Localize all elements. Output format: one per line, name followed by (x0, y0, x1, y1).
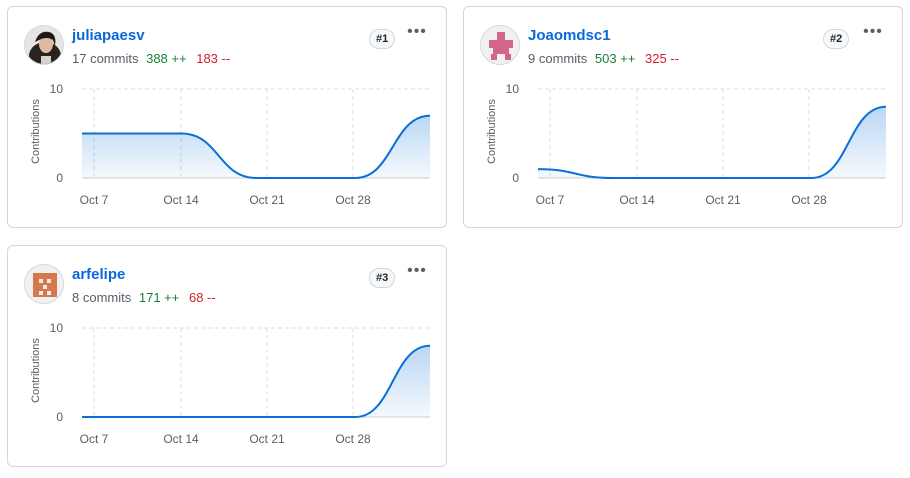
series-area (82, 115, 430, 178)
x-tick-label: Oct 28 (791, 193, 827, 207)
contributions-chart: Contributions 10 0 Oct 7 Oct 14 Oct 21 Oct 28 (30, 321, 431, 446)
series-line (82, 114, 431, 180)
y-tick-label: 10 (50, 321, 64, 335)
contributions-chart: Contributions 10 0 Oct 7 Oct 14 Oct 21 Oct 28 (30, 82, 431, 207)
commit-count-link[interactable]: 17 commits (72, 51, 139, 66)
contributor-card-3: arfelipe 8 commits 171 ++ 68 -- #3 ••• C… (7, 245, 447, 467)
photo-avatar-icon (25, 26, 63, 64)
avatar[interactable] (24, 264, 64, 304)
deletions-count: 325 -- (644, 51, 679, 66)
rank-badge: #1 (369, 29, 396, 49)
x-tick-label: Oct 28 (335, 193, 371, 207)
x-tick-label: Oct 21 (249, 432, 285, 446)
kebab-menu-icon[interactable]: ••• (407, 262, 427, 279)
kebab-menu-icon[interactable]: ••• (863, 23, 883, 40)
y-axis-label: Contributions (30, 99, 42, 164)
y-axis-label: Contributions (486, 99, 498, 164)
additions-count: 503 ++ (594, 51, 636, 66)
additions-count: 388 ++ (146, 51, 187, 66)
x-tick-label: Oct 21 (249, 193, 285, 207)
series-line (537, 105, 887, 180)
additions-count: 171 ++ (138, 290, 180, 305)
x-tick-label: Oct 14 (619, 193, 655, 207)
contributor-card-2: Joaomdsc1 9 commits 503 ++ 325 -- #2 •••… (463, 6, 903, 228)
x-tick-label: Oct 7 (536, 193, 565, 207)
contributions-chart: Contributions 10 0 Oct 7 Oct 14 Oct 21 Oct 28 (486, 82, 887, 207)
series-area (538, 106, 886, 178)
y-tick-label: 0 (56, 171, 63, 185)
identicon-pink-icon (481, 26, 519, 64)
x-tick-label: Oct 14 (163, 193, 199, 207)
x-tick-label: Oct 14 (163, 432, 199, 446)
series-line (81, 344, 431, 418)
avatar[interactable] (480, 25, 520, 65)
x-tick-label: Oct 21 (705, 193, 741, 207)
contributor-login-link[interactable]: arfelipe (72, 266, 126, 283)
identicon-orange-icon (25, 265, 63, 303)
deletions-count: 183 -- (196, 51, 231, 66)
commit-count-link[interactable]: 9 commits (528, 51, 588, 66)
avatar[interactable] (24, 25, 64, 65)
contributor-login-link[interactable]: Joaomdsc1 (528, 27, 611, 44)
y-tick-label: 0 (56, 410, 63, 424)
x-tick-label: Oct 7 (80, 432, 109, 446)
y-tick-label: 10 (50, 82, 64, 96)
contributor-card-1: juliapaesv 17 commits 388 ++ 183 -- #1 •… (7, 6, 447, 228)
kebab-menu-icon[interactable]: ••• (407, 23, 427, 40)
commit-count-link[interactable]: 8 commits (72, 290, 132, 305)
rank-badge: #3 (369, 268, 396, 288)
deletions-count: 68 -- (188, 290, 216, 305)
x-tick-label: Oct 28 (335, 432, 371, 446)
rank-badge: #2 (823, 29, 850, 49)
y-tick-label: 10 (506, 82, 520, 96)
contributor-login-link[interactable]: juliapaesv (72, 27, 145, 44)
contributor-stats: 8 commits 171 ++ 68 -- (72, 290, 216, 305)
x-tick-label: Oct 7 (80, 193, 109, 207)
contributor-stats: 17 commits 388 ++ 183 -- (72, 51, 230, 66)
contributor-stats: 9 commits 503 ++ 325 -- (528, 51, 679, 66)
series-area (82, 345, 430, 417)
y-axis-label: Contributions (30, 338, 42, 403)
y-tick-label: 0 (512, 171, 519, 185)
